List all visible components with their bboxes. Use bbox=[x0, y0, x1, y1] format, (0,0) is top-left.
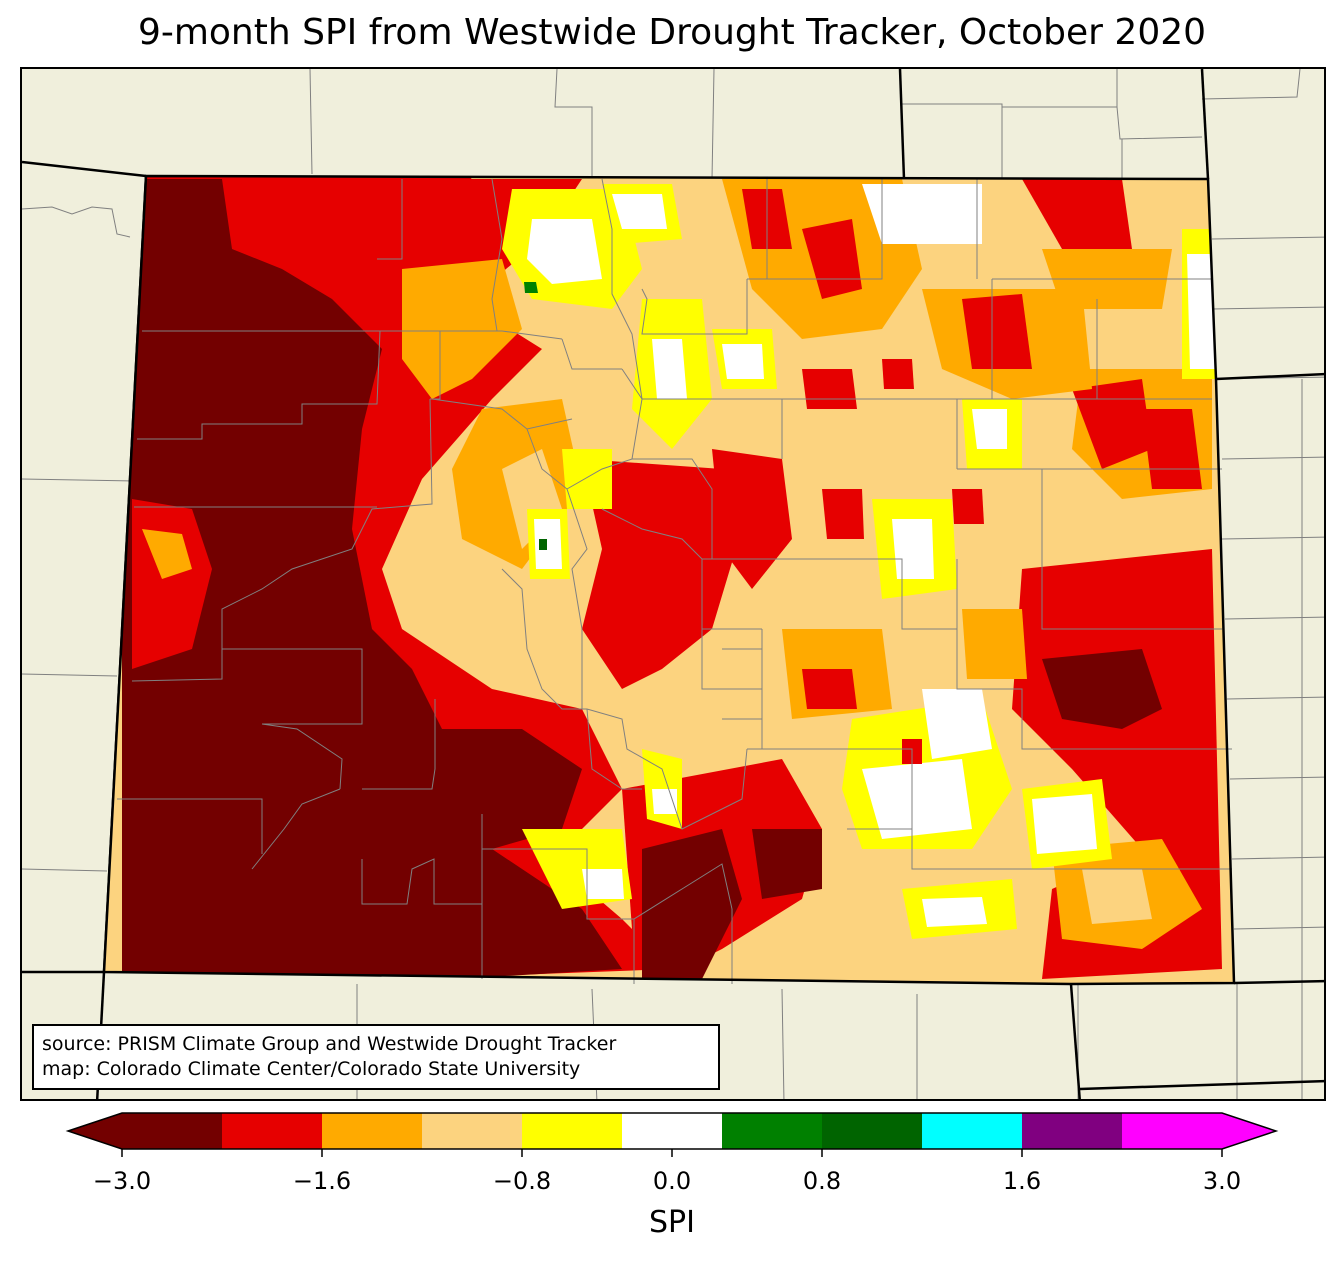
colorbar-tick-label: −1.6 bbox=[292, 1167, 352, 1195]
colorbar-bin bbox=[122, 1113, 223, 1149]
drought-map bbox=[20, 67, 1326, 1101]
colorbar-bin bbox=[322, 1113, 423, 1149]
colorado-county-lines bbox=[117, 178, 1232, 984]
colorbar-bin bbox=[422, 1113, 523, 1149]
map-credit-line: map: Colorado Climate Center/Colorado St… bbox=[42, 1058, 581, 1080]
colorbar-bin bbox=[922, 1113, 1023, 1149]
colorbar bbox=[65, 1112, 1279, 1157]
colorbar-extend-low bbox=[68, 1113, 122, 1149]
source-attribution: source: PRISM Climate Group and Westwide… bbox=[32, 1024, 720, 1090]
colorbar-tick-label: 3.0 bbox=[1202, 1167, 1242, 1195]
spi-field bbox=[104, 176, 1234, 984]
colorbar-bin bbox=[522, 1113, 623, 1149]
map-title: 9-month SPI from Westwide Drought Tracke… bbox=[137, 12, 1207, 53]
colorbar-label: SPI bbox=[649, 1205, 695, 1240]
colorbar-bin bbox=[222, 1113, 323, 1149]
colorbar-bin bbox=[1022, 1113, 1123, 1149]
colorbar-tick-label: −0.8 bbox=[492, 1167, 552, 1195]
colorado-border bbox=[102, 174, 1236, 986]
colorbar-tick-label: 0.0 bbox=[652, 1167, 692, 1195]
map-canvas bbox=[22, 69, 1324, 1099]
colorbar-bin bbox=[822, 1113, 923, 1149]
source-line: source: PRISM Climate Group and Westwide… bbox=[42, 1033, 617, 1055]
colorbar-bin bbox=[722, 1113, 823, 1149]
colorbar-tick-label: 0.8 bbox=[802, 1167, 842, 1195]
colorbar-tick-label: −3.0 bbox=[92, 1167, 152, 1195]
colorbar-tick-label: 1.6 bbox=[1002, 1167, 1042, 1195]
colorbar-extend-high bbox=[1222, 1113, 1276, 1149]
colorbar-bin bbox=[622, 1113, 723, 1149]
colorbar-bin bbox=[1122, 1113, 1223, 1149]
